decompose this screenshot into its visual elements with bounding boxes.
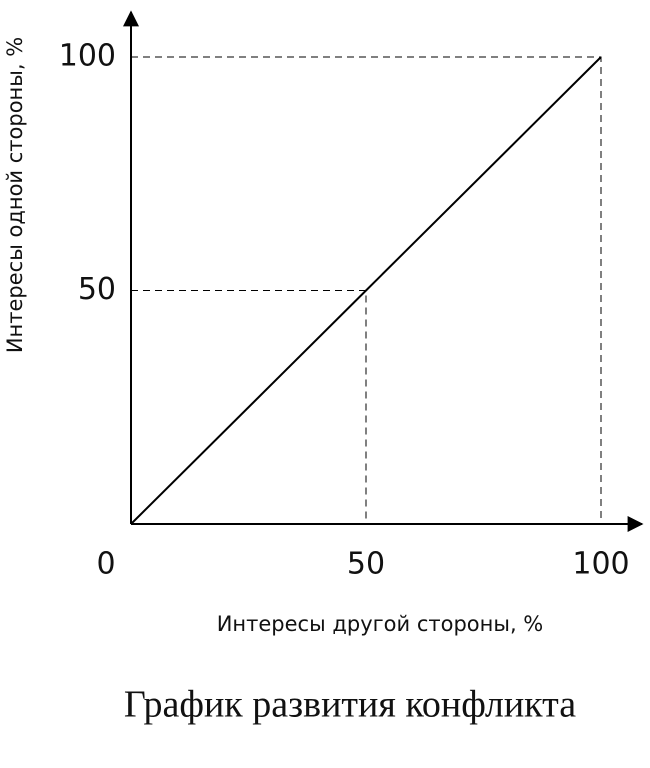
y-tick-label: 100 xyxy=(59,39,116,74)
x-tick-label: 50 xyxy=(347,547,385,582)
y-tick-label: 50 xyxy=(78,272,116,307)
x-tick-label: 0 xyxy=(96,547,115,582)
line xyxy=(130,56,602,525)
x-axis-label: Интересы другой стороны, % xyxy=(217,612,544,636)
x-tick-label: 100 xyxy=(572,547,629,582)
y-axis-label: Интересы одной стороны, % xyxy=(3,37,27,353)
chart-title: График развития конфликта xyxy=(124,684,576,726)
